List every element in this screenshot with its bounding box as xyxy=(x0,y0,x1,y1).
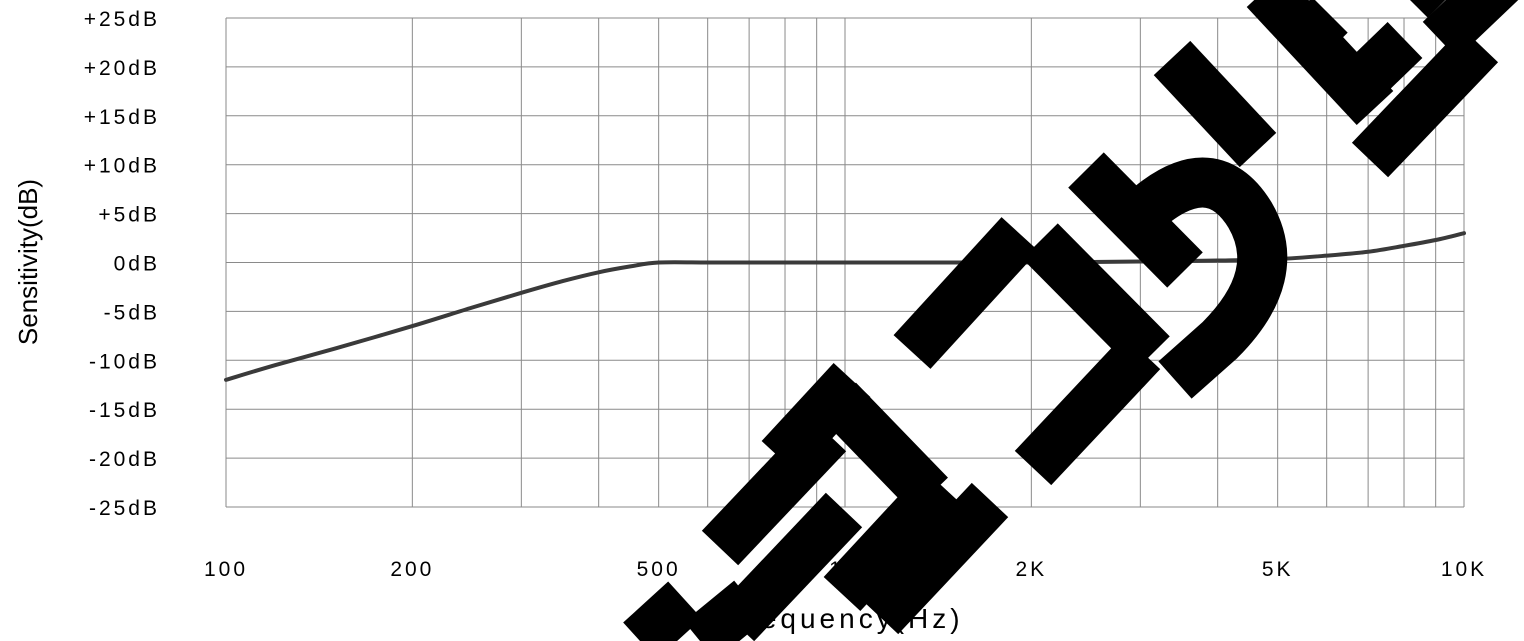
watermark-letter-e xyxy=(1282,0,1348,63)
discontinued-watermark xyxy=(623,0,1519,641)
watermark-letter-d xyxy=(1422,0,1519,59)
watermark-letter-i xyxy=(861,482,1009,635)
x-tick-label: 10K xyxy=(1441,558,1487,581)
watermark-letter-u xyxy=(1153,40,1277,168)
y-tick-label: -5dB xyxy=(104,301,160,324)
y-tick-label: -15dB xyxy=(89,399,160,422)
watermark-letter-n xyxy=(717,492,863,641)
x-tick-label: 2K xyxy=(1015,558,1047,581)
watermark-letter-c xyxy=(623,581,702,641)
y-tick-label: +20dB xyxy=(84,57,160,80)
y-tick-label: +10dB xyxy=(84,155,160,178)
y-tick-label: +15dB xyxy=(84,106,160,129)
watermark-letter-n xyxy=(1014,334,1161,486)
y-axis-title: Sensitivity(dB) xyxy=(13,179,43,345)
x-tick-label: 500 xyxy=(637,558,681,581)
y-axis-ticks: +25dB +20dB +15dB +10dB +5dB 0dB -5dB -10dB -15d… xyxy=(84,8,160,520)
y-tick-label: -20dB xyxy=(89,448,160,471)
series-line xyxy=(224,231,1466,382)
x-tick-label: 100 xyxy=(204,558,248,581)
watermark-letter-u xyxy=(1105,157,1288,399)
y-tick-label: -10dB xyxy=(89,350,160,373)
watermark-letter-e xyxy=(1327,22,1423,116)
y-tick-label: +25dB xyxy=(84,8,160,31)
y-tick-label: 0dB xyxy=(114,253,160,276)
watermark-letter-t xyxy=(761,363,871,475)
y-tick-label: +5dB xyxy=(98,204,160,227)
x-axis-title: Frequency(Hz) xyxy=(726,603,963,634)
watermark-letter-n xyxy=(1022,223,1170,372)
watermark-letter-e xyxy=(1351,27,1499,178)
watermark-letter-t xyxy=(823,469,961,611)
x-tick-label: 200 xyxy=(390,558,434,581)
x-tick-label: 5K xyxy=(1262,558,1294,581)
watermark-letter-n xyxy=(893,217,1039,369)
series-layer xyxy=(224,231,1466,382)
y-tick-label: -25dB xyxy=(89,497,160,520)
